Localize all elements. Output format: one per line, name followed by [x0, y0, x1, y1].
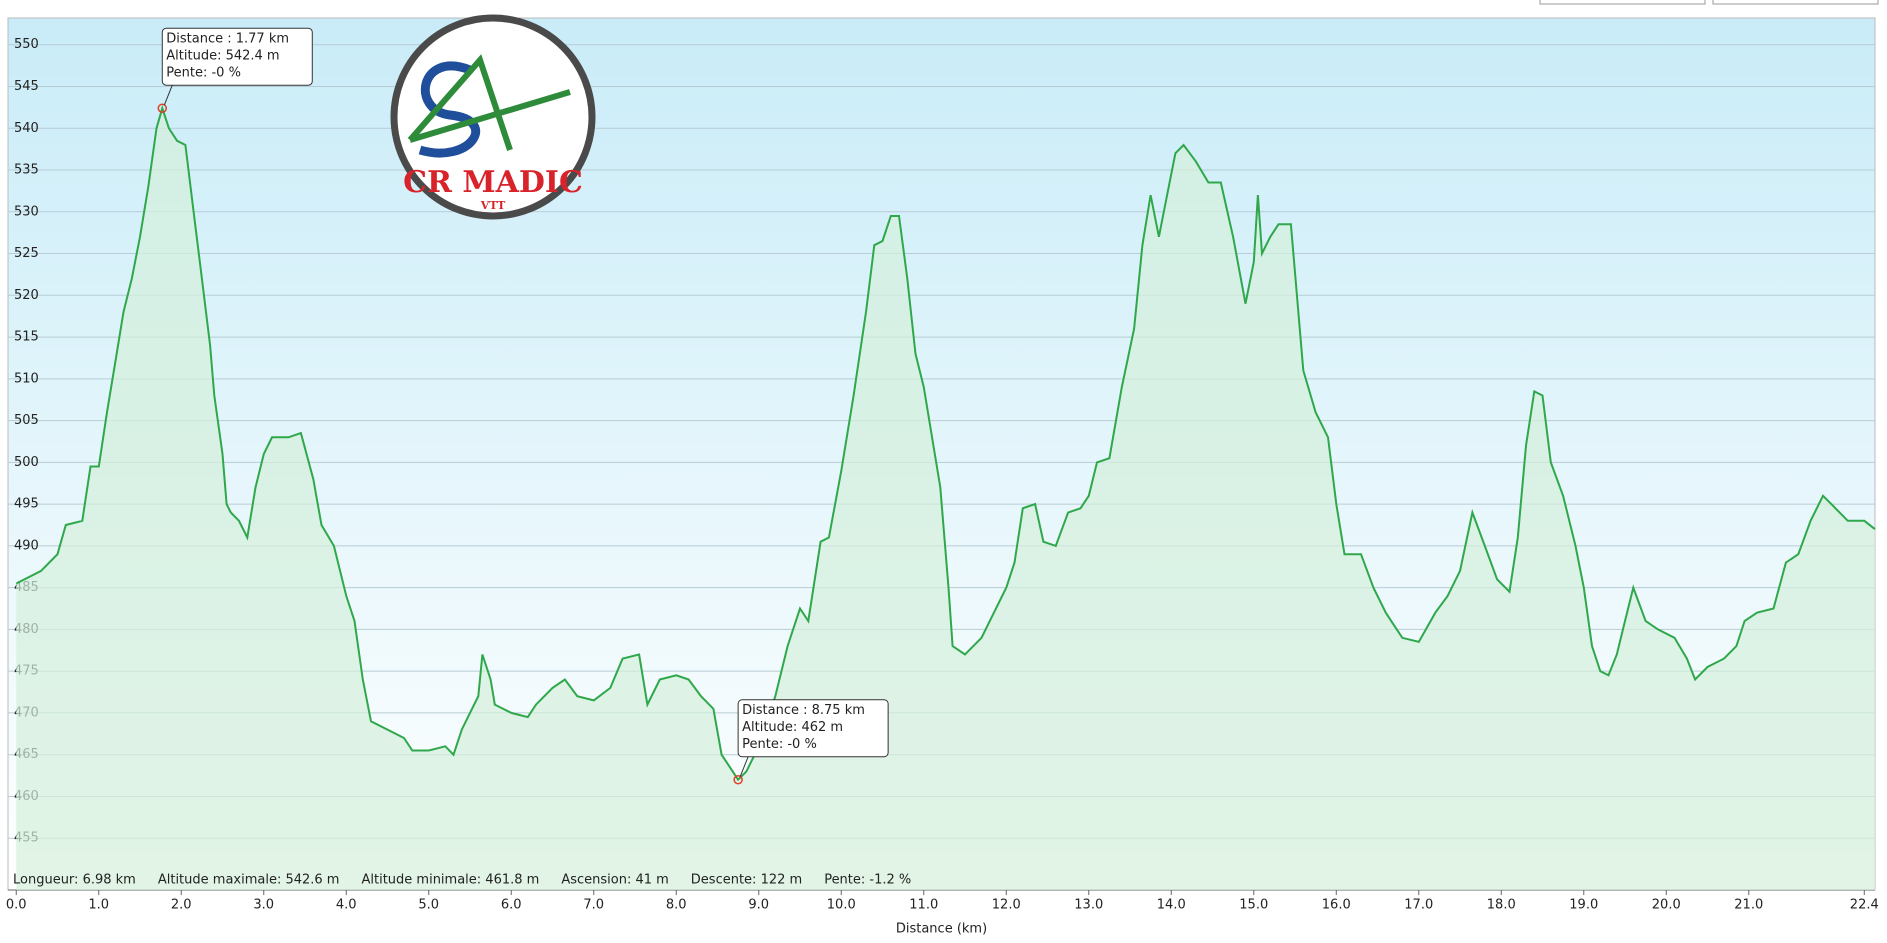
tooltip-text: Pente: -0 %	[166, 66, 241, 81]
tooltip	[737, 699, 889, 758]
y-tick-label: 540	[14, 121, 39, 136]
y-tick-label: 495	[14, 497, 39, 512]
stat: Longueur: 6.98 km	[13, 873, 136, 888]
x-tick-label: 17.0	[1404, 898, 1433, 913]
x-tick-label: 18.0	[1487, 898, 1516, 913]
logo-s	[418, 61, 481, 158]
stat: Pente: -1.2 %	[824, 873, 911, 888]
stat: Descente: 122 m	[691, 873, 802, 888]
y-tick-label: 530	[14, 204, 39, 219]
x-tick-label: 0.0	[6, 898, 27, 913]
logo: CR MADIC VTT	[390, 14, 596, 220]
y-tick-label: 500	[14, 455, 39, 470]
x-tick-label: 15.0	[1239, 898, 1268, 913]
tooltip-text: Pente: -0 %	[742, 737, 817, 752]
x-tick-label: 7.0	[583, 898, 604, 913]
x-tick-label: 9.0	[748, 898, 769, 913]
y-tick-label: 520	[14, 288, 39, 303]
x-tick-label: 4.0	[336, 898, 357, 913]
tooltip	[161, 27, 313, 86]
tooltip-text: Altitude: 542.4 m	[166, 49, 279, 64]
x-tick-label: 19.0	[1569, 898, 1598, 913]
tooltip-text: Distance : 8.75 km	[742, 703, 865, 718]
tooltip-text: Distance : 1.77 km	[166, 32, 289, 47]
y-tick-label: 535	[14, 163, 39, 178]
input-box[interactable]	[1539, 0, 1706, 5]
stat: Altitude minimale: 461.8 m	[361, 873, 539, 888]
stat: Altitude maximale: 542.6 m	[158, 873, 340, 888]
y-tick-label: 510	[14, 371, 39, 386]
tooltip-pointer	[163, 85, 173, 106]
x-tick-label: 10.0	[827, 898, 856, 913]
y-tick-label: 505	[14, 413, 39, 428]
x-tick-label: 8.0	[666, 898, 687, 913]
y-tick-label: 525	[14, 246, 39, 261]
x-tick-label: 11.0	[909, 898, 938, 913]
x-tick-label: 12.0	[992, 898, 1021, 913]
profile-line	[15, 104, 1876, 782]
x-tick-label: 2.0	[171, 898, 192, 913]
y-tick-label: 490	[14, 538, 39, 553]
logo-subtitle: VTT	[480, 199, 506, 212]
x-tick-label: 13.0	[1074, 898, 1103, 913]
x-axis-title: Distance (km)	[896, 922, 987, 937]
tooltip-text: Altitude: 462 m	[742, 720, 843, 735]
area-fill	[16, 108, 1875, 890]
tooltip-pointer	[739, 756, 749, 777]
stat: Ascension: 41 m	[561, 873, 668, 888]
x-tick-label: 20.0	[1652, 898, 1681, 913]
y-tick-label: 515	[14, 330, 39, 345]
x-tick-label: 6.0	[501, 898, 522, 913]
x-tick-label: 21.0	[1734, 898, 1763, 913]
input-box[interactable]	[1712, 0, 1879, 5]
y-tick-label: 550	[14, 37, 39, 52]
x-tick-label: 22.4	[1850, 898, 1879, 913]
x-tick-label: 5.0	[418, 898, 439, 913]
logo-a	[407, 54, 571, 151]
x-tick-label: 14.0	[1157, 898, 1186, 913]
y-tick-label: 545	[14, 79, 39, 94]
x-tick-label: 3.0	[253, 898, 274, 913]
x-tick-label: 16.0	[1322, 898, 1351, 913]
logo-title: CR MADIC	[403, 165, 583, 200]
point-marker	[733, 774, 743, 785]
point-marker	[157, 103, 168, 113]
x-tick-label: 1.0	[88, 898, 109, 913]
